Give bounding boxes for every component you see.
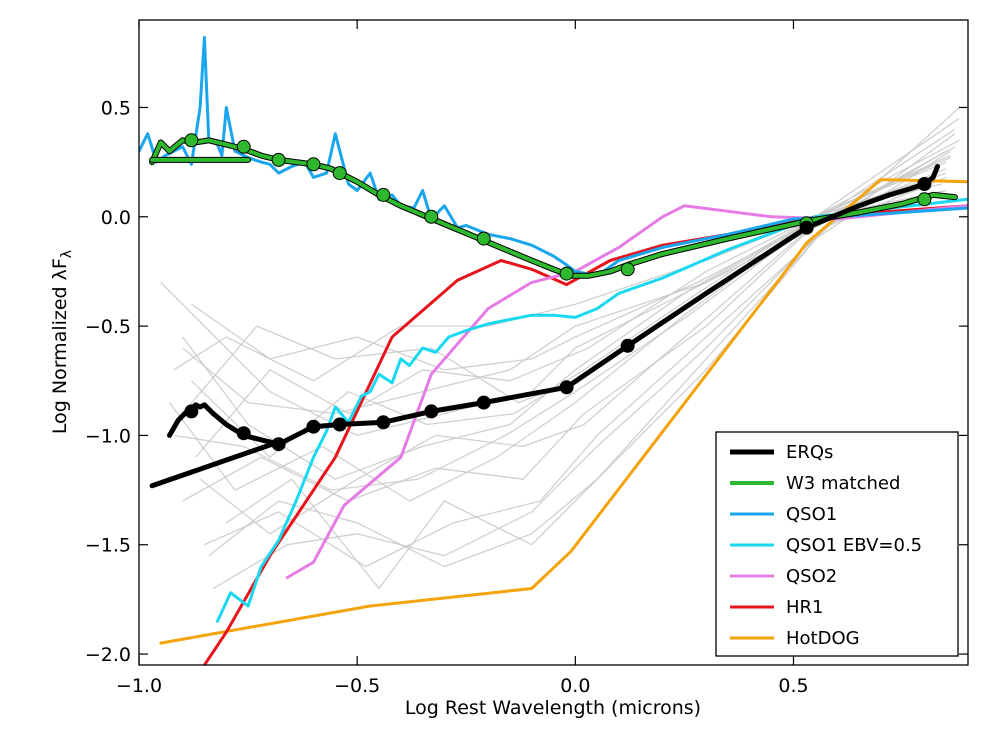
y-axis-label-subscript: λ: [59, 250, 75, 258]
y-tick-label-6: 0.5: [101, 97, 131, 119]
background-source-line-5: [204, 150, 951, 568]
marker-w3-matched-5: [332, 166, 347, 181]
background-source-line-13: [225, 107, 960, 590]
plot-frame: [138, 19, 969, 666]
legend-label-erqs: ERQs: [786, 442, 833, 463]
marker-w3-matched-3: [271, 152, 286, 167]
legend-label-w3-matched: W3 matched: [786, 473, 900, 494]
y-tick-label-4: −0.5: [85, 316, 131, 338]
marker-erqs-6: [376, 415, 391, 430]
marker-w3-matched-7: [424, 209, 439, 224]
y-tick-label-1: −2.0: [85, 644, 131, 666]
series-line-erqs-extension: [149, 439, 282, 489]
background-source-line-11: [199, 146, 956, 535]
x-tick-label-1: −1.0: [116, 675, 162, 697]
marker-erqs-1: [184, 404, 199, 419]
y-axis-label: Log Normalized λFλ: [49, 250, 75, 434]
marker-erqs-12: [917, 177, 932, 191]
legend-label-qso1-ebv-0-5: QSO1 EBV=0.5: [786, 535, 922, 556]
marker-erqs-7: [424, 404, 439, 419]
marker-w3-matched-2: [236, 139, 251, 154]
legend-label-qso1: QSO1: [786, 504, 837, 525]
background-source-line-4: [182, 172, 947, 502]
marker-w3-matched-6: [376, 187, 391, 202]
marker-erqs-8: [476, 395, 491, 410]
marker-w3-matched-8: [476, 231, 491, 246]
marker-w3-matched-12: [917, 192, 932, 207]
marker-erqs-11: [799, 220, 814, 235]
x-tick-label-4: 0.5: [778, 675, 808, 697]
x-tick-label-2: −0.5: [334, 675, 380, 697]
y-tick-label-2: −1.5: [85, 535, 131, 557]
marker-erqs-9: [559, 380, 574, 395]
background-source-line-1: [160, 150, 947, 437]
legend-label-hr1: HR1: [786, 597, 824, 618]
marker-w3-matched-1: [184, 133, 199, 148]
series-line-qso1-ebv-0-5: [216, 197, 968, 623]
legend-label-qso2: QSO2: [786, 566, 837, 587]
legend: ERQs W3 matched QSO1 QSO1 EBV=0.5 QSO2 HR1 Hot…: [715, 431, 959, 657]
x-tick-label-3: 0.0: [560, 675, 590, 697]
y-axis-label-main: Log Normalized λF: [49, 258, 71, 434]
background-source-line-8: [195, 139, 960, 458]
series-markers: [184, 133, 932, 452]
marker-erqs-3: [271, 437, 286, 452]
series-line-qso2: [285, 204, 968, 579]
series-line-w3-matched: [150, 138, 957, 278]
series-lines: [139, 36, 968, 665]
series-line-qso1: [139, 36, 968, 278]
background-source-line-9: [212, 176, 947, 590]
series-line-hotdog: [159, 178, 968, 645]
marker-erqs-10: [620, 338, 635, 353]
legend-label-hotdog: HotDOG: [786, 628, 860, 649]
marker-erqs-4: [306, 419, 321, 434]
y-tick-label-5: 0.0: [101, 207, 131, 229]
marker-erqs-5: [332, 417, 347, 432]
axis-ticks: −1.0 −0.5 0.0 0.5 −2.0 −1.5 −1.0 −0.5 0.0 0.5: [85, 20, 968, 697]
marker-w3-matched-9: [559, 266, 574, 281]
marker-erqs-2: [236, 426, 251, 441]
y-tick-label-3: −1.0: [85, 425, 131, 447]
marker-w3-matched-4: [306, 157, 321, 172]
series-line-erqs: [167, 164, 940, 447]
x-axis-label: Log Rest Wavelength (microns): [405, 697, 701, 719]
marker-w3-matched-10: [620, 262, 635, 277]
